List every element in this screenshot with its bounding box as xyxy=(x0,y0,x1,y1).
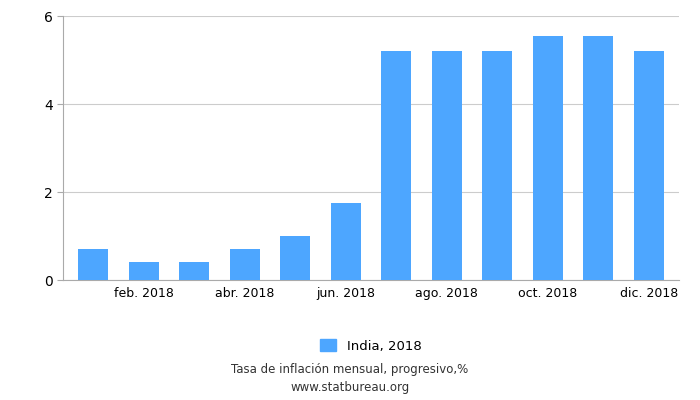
Text: www.statbureau.org: www.statbureau.org xyxy=(290,382,410,394)
Bar xyxy=(129,262,159,280)
Bar xyxy=(482,51,512,280)
Text: Tasa de inflación mensual, progresivo,%: Tasa de inflación mensual, progresivo,% xyxy=(232,364,468,376)
Bar xyxy=(330,203,361,280)
Legend: India, 2018: India, 2018 xyxy=(315,334,427,358)
Bar xyxy=(432,51,462,280)
Bar xyxy=(78,249,108,280)
Bar xyxy=(533,36,563,280)
Bar xyxy=(179,262,209,280)
Bar xyxy=(634,51,664,280)
Bar xyxy=(230,249,260,280)
Bar xyxy=(381,51,412,280)
Bar xyxy=(280,236,310,280)
Bar xyxy=(583,36,613,280)
